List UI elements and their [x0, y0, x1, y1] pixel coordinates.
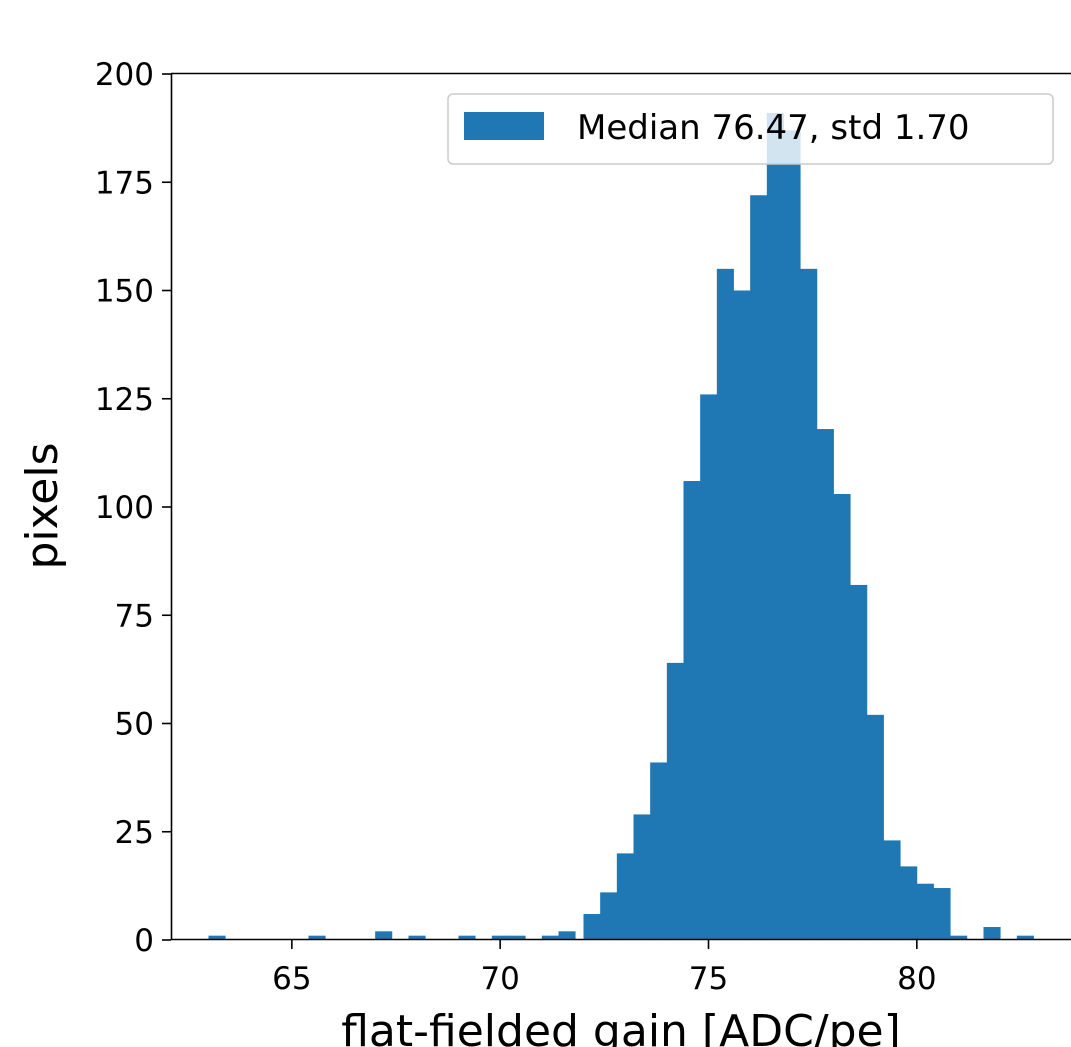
histogram-bar: [683, 481, 701, 940]
histogram-bar: [833, 494, 851, 940]
histogram-bar: [816, 429, 834, 940]
histogram-bar: [983, 927, 1001, 940]
x-tick-label: 65: [272, 961, 311, 997]
x-ticks: 65 70 75 80: [272, 940, 937, 997]
histogram-bar: [766, 112, 784, 941]
histogram-bar: [583, 914, 601, 940]
histogram-bar: [541, 935, 559, 940]
x-tick-label: 80: [897, 961, 936, 997]
y-tick-label: 125: [95, 382, 154, 418]
legend: Median 76.47, std 1.70: [447, 93, 1054, 165]
y-tick-label: 100: [95, 490, 154, 526]
y-tick-label: 175: [95, 165, 154, 201]
histogram-bar: [950, 935, 968, 940]
histogram-bar: [666, 662, 684, 940]
histogram-bar: [1016, 935, 1034, 940]
histogram-bars: [208, 112, 1034, 941]
y-tick-label: 0: [134, 923, 154, 959]
histogram-bar: [375, 931, 393, 940]
histogram-bar: [491, 935, 509, 940]
histogram-bar: [508, 935, 526, 940]
y-axis-label: pixels: [17, 442, 68, 569]
histogram-bar: [716, 268, 734, 941]
histogram-bar: [800, 268, 818, 941]
histogram-bar: [783, 130, 801, 941]
histogram-bar: [616, 853, 634, 940]
histogram-bar: [750, 195, 768, 941]
histogram-bar: [458, 935, 476, 940]
y-tick-label: 75: [115, 598, 154, 634]
legend-frame: [447, 93, 1054, 165]
x-tick-label: 75: [689, 961, 728, 997]
histogram-bar: [633, 814, 651, 940]
histogram-bar: [308, 935, 326, 940]
histogram-bar: [700, 394, 718, 940]
y-tick-label: 150: [95, 274, 154, 310]
histogram-bar: [600, 892, 618, 940]
histogram-bar: [733, 290, 751, 940]
histogram-bar: [558, 931, 576, 940]
y-tick-label: 50: [115, 707, 154, 743]
histogram-bar: [650, 762, 668, 940]
axes: [170, 72, 1071, 941]
x-axis-label: flat-fielded gain [ADC/pe]: [341, 1006, 901, 1047]
x-tick-label: 70: [480, 961, 519, 997]
histogram-bar: [900, 866, 918, 940]
y-tick-label: 200: [95, 57, 154, 93]
histogram-bar: [208, 935, 226, 940]
y-ticks: 0 25 50 75 100 125 150 175 200: [95, 57, 171, 959]
histogram-bar: [850, 584, 868, 940]
histogram-bar: [916, 883, 934, 940]
histogram-bar: [883, 840, 901, 940]
histogram-bar: [866, 714, 884, 940]
y-tick-label: 25: [115, 815, 154, 851]
legend-label: Median 76.47, std 1.70: [577, 108, 970, 148]
histogram-bar: [933, 888, 951, 940]
legend-swatch: [464, 112, 544, 140]
histogram-bar: [408, 935, 426, 940]
